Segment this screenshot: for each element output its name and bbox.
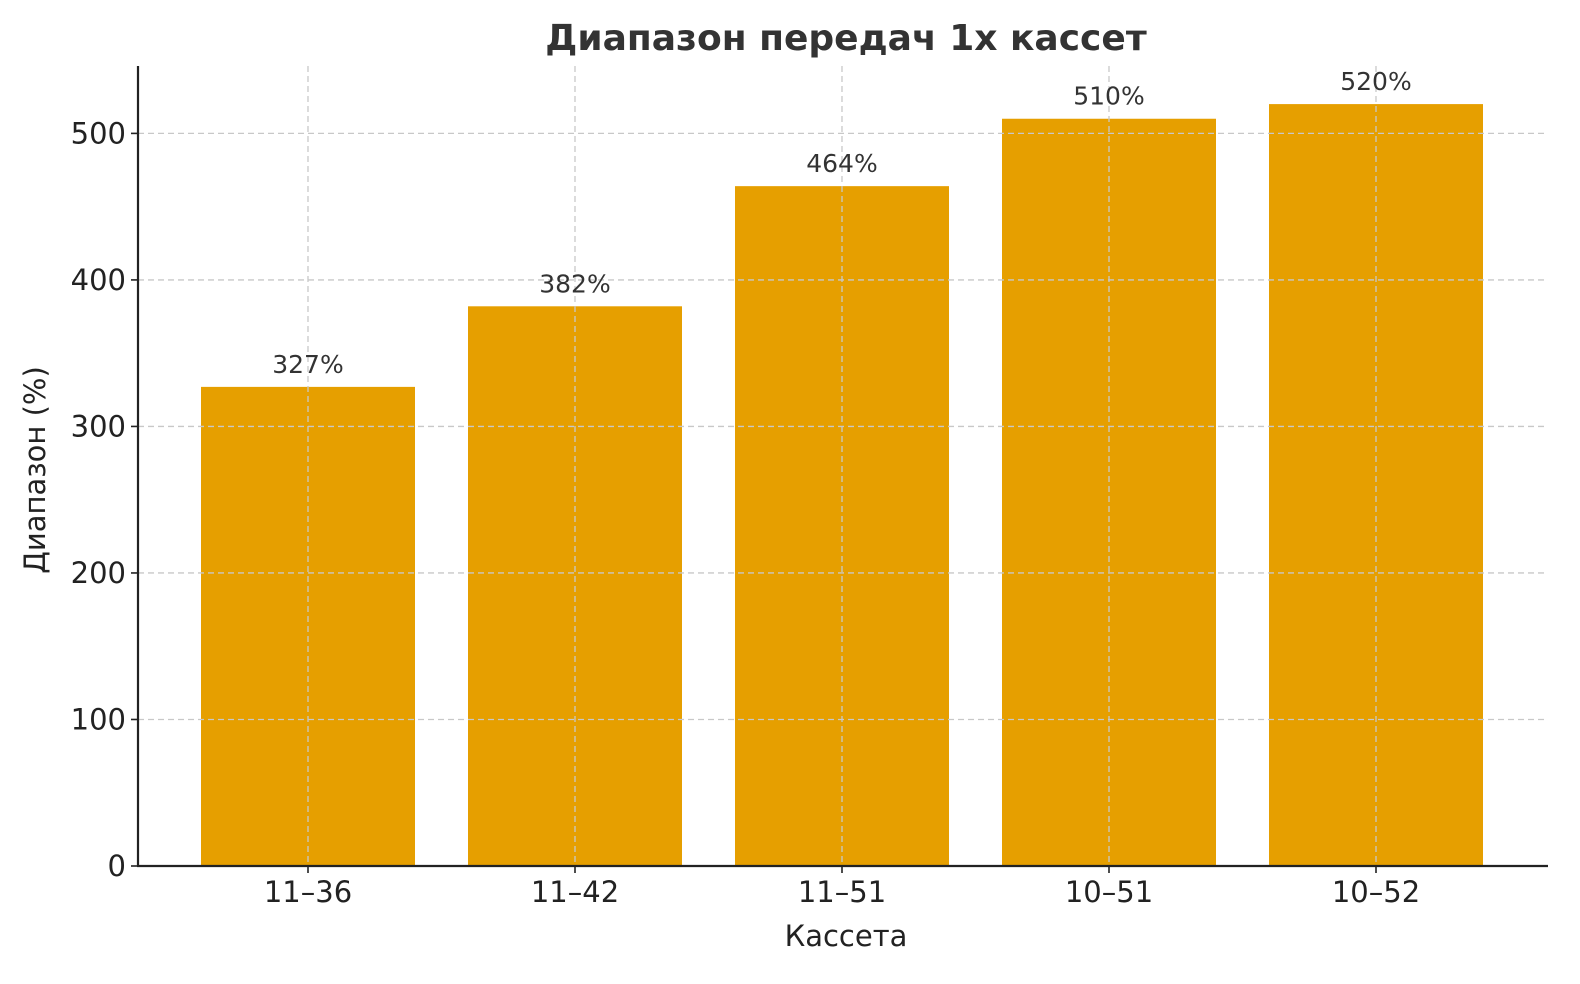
y-tick-label: 500 — [71, 116, 126, 150]
data-label: 520% — [1340, 67, 1411, 96]
data-labels-layer: 327% 382% 464% 510% 520% — [272, 67, 1411, 379]
chart-title: Диапазон передач 1х кассет — [545, 18, 1147, 59]
data-label: 510% — [1073, 82, 1144, 111]
y-tick-label: 300 — [71, 409, 126, 443]
y-tick-label: 0 — [108, 849, 126, 883]
y-tick-label: 200 — [71, 556, 126, 590]
grid-layer — [138, 66, 1548, 866]
y-axis-label: Диапазон (%) — [18, 366, 52, 574]
x-tick-label: 11–36 — [264, 875, 352, 909]
x-tick-label: 11–51 — [798, 875, 886, 909]
data-label: 382% — [539, 269, 610, 298]
data-label: 464% — [806, 149, 877, 178]
x-tick-label: 10–51 — [1065, 875, 1153, 909]
x-tick-label: 11–42 — [531, 875, 619, 909]
y-tick-label: 100 — [71, 702, 126, 736]
x-axis-label: Кассета — [785, 919, 908, 953]
ticks-layer: 0 100 200 300 400 500 11–36 11–42 11–51 10–51 10–5… — [71, 116, 1421, 909]
y-tick-label: 400 — [71, 263, 126, 297]
data-label: 327% — [272, 350, 343, 379]
x-tick-label: 10–52 — [1332, 875, 1420, 909]
